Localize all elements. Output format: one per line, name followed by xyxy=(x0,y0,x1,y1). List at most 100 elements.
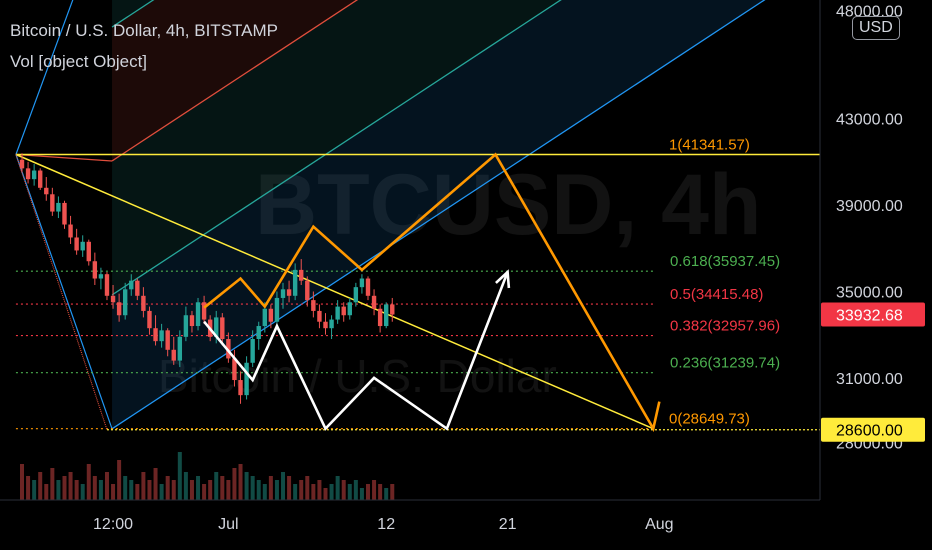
volume-bar xyxy=(153,468,158,500)
volume-bar xyxy=(226,480,231,500)
fib-level-label: 0.618(35937.45) xyxy=(670,253,780,270)
volume-bar xyxy=(353,480,358,500)
volume-bar xyxy=(232,468,237,500)
volume-bar xyxy=(372,480,377,500)
candle-body xyxy=(353,287,359,303)
candle-body xyxy=(286,289,292,296)
volume-bar xyxy=(384,488,389,500)
chart-title: Bitcoin / U.S. Dollar, 4h, BITSTAMP xyxy=(10,21,278,40)
volume-bar xyxy=(341,480,346,500)
candle-body xyxy=(341,306,346,316)
pitchfork-zone xyxy=(112,0,154,28)
candle-body xyxy=(371,295,377,309)
fib-level-label: 0(28649.73) xyxy=(669,411,750,428)
fib-level-label: 0.5(34415.48) xyxy=(670,286,763,303)
volume-bar xyxy=(268,476,273,500)
price-tick-label: 35000.00 xyxy=(836,284,903,301)
candle-body xyxy=(390,304,395,315)
candle-body xyxy=(74,237,79,251)
volume-bar xyxy=(238,464,243,500)
candle-body xyxy=(274,297,280,322)
candle-body xyxy=(165,330,170,350)
volume-bar xyxy=(335,476,340,500)
price-tick-label: 31000.00 xyxy=(836,371,903,388)
volume-bar xyxy=(141,472,146,500)
candle-body xyxy=(92,261,98,279)
candle-body xyxy=(195,302,201,327)
candle-body xyxy=(256,326,261,339)
candle-body xyxy=(299,269,304,281)
price-tick-label: 43000.00 xyxy=(836,112,903,129)
candle-body xyxy=(68,224,73,238)
currency-button[interactable]: USD xyxy=(852,16,900,40)
volume-bar xyxy=(378,484,383,500)
volume-bar xyxy=(38,472,43,500)
volume-bar xyxy=(293,484,298,500)
pitchfork-handle xyxy=(15,0,74,155)
candle-body xyxy=(226,338,231,359)
candle-body xyxy=(98,274,104,279)
volume-bar xyxy=(196,476,201,500)
candle-body xyxy=(153,328,158,342)
candle-body xyxy=(19,159,25,169)
volume-bar xyxy=(159,484,164,500)
pitchfork-median-handle xyxy=(15,153,113,162)
fib-level-label: 1(41341.57) xyxy=(669,137,750,154)
candle-body xyxy=(305,280,310,301)
volume-bar xyxy=(250,476,255,500)
yellow-trendline xyxy=(15,153,654,430)
volume-bar xyxy=(86,464,91,500)
volume-bar xyxy=(50,468,55,500)
price-tick-label: 39000.00 xyxy=(836,198,903,215)
volume-bar xyxy=(92,476,97,500)
volume-bar xyxy=(32,480,37,500)
volume-bar xyxy=(208,480,213,500)
volume-bar xyxy=(62,476,67,500)
volume-bar xyxy=(129,480,134,500)
volume-bar xyxy=(390,484,395,500)
candle-body xyxy=(104,274,110,296)
candle-body xyxy=(323,321,328,329)
watermark-symbol: BTCUSD, 4h xyxy=(255,157,761,253)
candle-body xyxy=(335,306,340,320)
candle-body xyxy=(220,317,225,339)
volume-bar xyxy=(287,476,292,500)
candle-body xyxy=(25,168,31,180)
time-tick-label: Jul xyxy=(218,516,238,533)
candle-body xyxy=(183,315,189,337)
volume-bar xyxy=(281,472,286,500)
candle-body xyxy=(359,278,365,288)
volume-bar xyxy=(323,488,328,500)
volume-bar xyxy=(111,484,116,500)
level-price-label: 28600.00 xyxy=(836,423,903,440)
pitchfork-line xyxy=(111,0,562,296)
pitchfork-line xyxy=(111,0,359,162)
white-arrow-head xyxy=(495,269,511,289)
fib-level-label: 0.236(31239.74) xyxy=(670,355,780,372)
fib-anchor-trendline xyxy=(15,154,108,430)
volume-indicator-label[interactable]: Vol [object Object] xyxy=(10,52,148,71)
volume-bar xyxy=(359,488,364,500)
volume-bar xyxy=(274,480,279,500)
volume-bar xyxy=(56,480,61,500)
volume-bar xyxy=(123,476,128,500)
candle-body xyxy=(86,241,91,262)
volume-bar xyxy=(256,480,261,500)
volume-bar xyxy=(117,460,122,500)
candle-body xyxy=(110,295,116,303)
volume-bar xyxy=(183,472,188,500)
candle-body xyxy=(135,280,140,296)
candle-body xyxy=(189,315,195,327)
candle-body xyxy=(377,308,383,327)
candle-body xyxy=(384,304,389,327)
candle-body xyxy=(177,336,183,361)
level-price-badge xyxy=(821,417,925,442)
volume-bar xyxy=(165,476,170,500)
candle-body xyxy=(238,380,243,396)
candle-body xyxy=(116,302,122,316)
candle-body xyxy=(44,187,49,195)
candle-body xyxy=(280,289,286,298)
volume-bar xyxy=(311,484,316,500)
